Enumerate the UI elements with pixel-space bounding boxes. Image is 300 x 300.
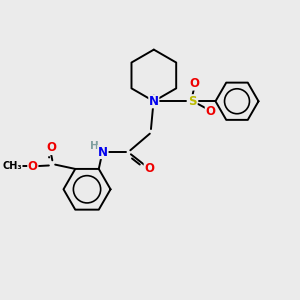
Text: O: O (189, 77, 199, 90)
Text: H: H (90, 141, 99, 151)
Text: O: O (46, 142, 56, 154)
Text: O: O (205, 105, 215, 118)
Text: CH₃: CH₃ (2, 161, 22, 171)
Text: O: O (144, 162, 154, 175)
Text: O: O (28, 160, 38, 172)
Text: N: N (98, 146, 108, 158)
Text: N: N (149, 95, 159, 108)
Text: S: S (188, 95, 197, 108)
